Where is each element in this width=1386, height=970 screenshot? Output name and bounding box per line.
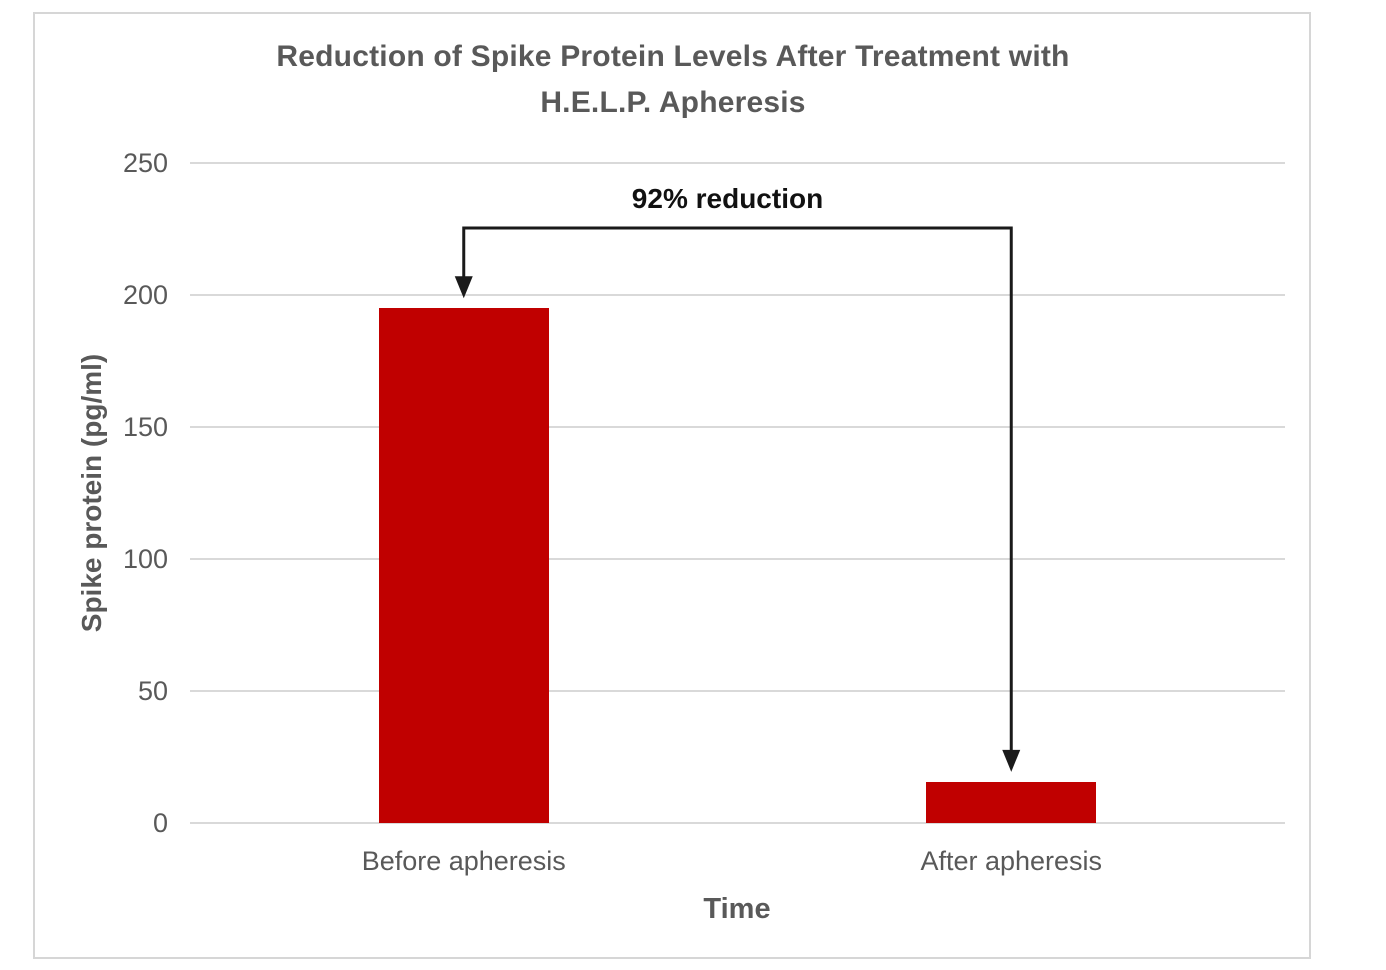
bar-after-apheresis — [926, 781, 1097, 823]
gridline-y-250 — [190, 162, 1285, 164]
gridline-y-100 — [190, 558, 1285, 560]
y-tick-label-50: 50 — [137, 676, 168, 706]
chart-title: Reduction of Spike Protein Levels After … — [35, 34, 1311, 126]
x-category-label-1: Before apheresis — [361, 846, 566, 876]
y-tick-label-200: 200 — [122, 280, 168, 310]
chart-frame — [33, 12, 1311, 959]
chart-title-line-1: Reduction of Spike Protein Levels After … — [276, 40, 1070, 73]
annotation-label: 92% reduction — [631, 183, 824, 214]
x-category-label-2: After apheresis — [920, 846, 1103, 876]
y-tick-label-250: 250 — [122, 148, 168, 178]
gridline-y-150 — [190, 426, 1285, 428]
gridline-y-0 — [190, 822, 1285, 824]
y-tick-label-100: 100 — [122, 544, 168, 574]
y-tick-label-0: 0 — [152, 808, 168, 838]
bar-before-apheresis — [378, 308, 549, 823]
gridline-y-50 — [190, 690, 1285, 692]
x-axis-title: Time — [703, 893, 771, 925]
chart-title-line-2: H.E.L.P. Apheresis — [540, 86, 806, 119]
y-tick-label-150: 150 — [122, 412, 168, 442]
gridline-y-200 — [190, 294, 1285, 296]
y-axis-title: Spike protein (pg/ml) — [76, 353, 107, 633]
